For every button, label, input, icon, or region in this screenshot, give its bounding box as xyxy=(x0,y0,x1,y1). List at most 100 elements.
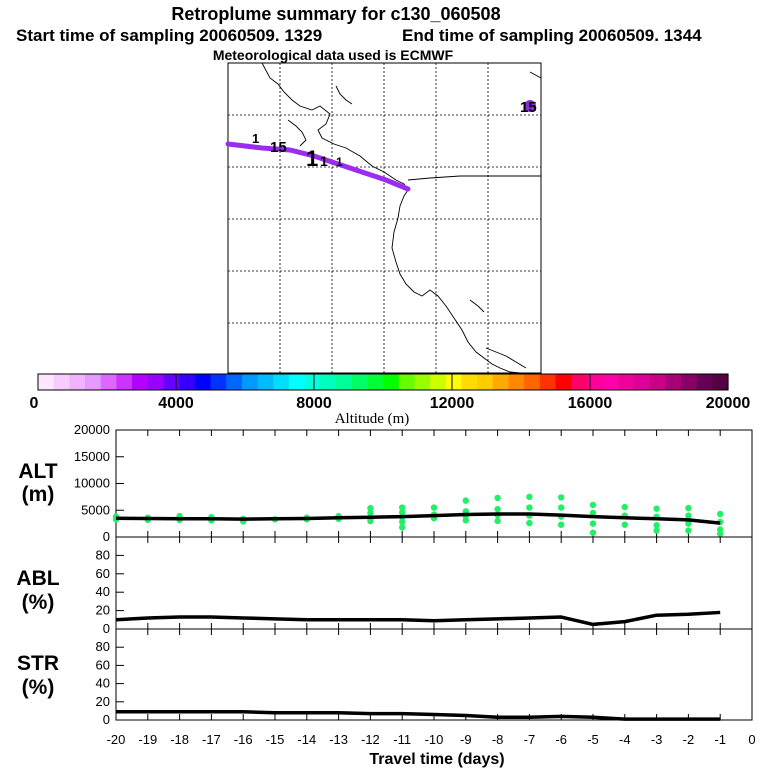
y-tick-label: 20 xyxy=(96,694,110,709)
alt-data-point xyxy=(367,517,374,525)
x-tick-label: -19 xyxy=(138,732,157,747)
alt-data-point xyxy=(621,503,628,511)
x-tick-label: -16 xyxy=(234,732,253,747)
colorbar-cell xyxy=(241,374,259,390)
colorbar-tick-label: 4000 xyxy=(158,395,194,412)
colorbar-cell xyxy=(586,374,604,390)
abl-ylabel: ABL xyxy=(16,567,59,590)
colorbar-cell xyxy=(226,374,243,390)
map-label: 15 xyxy=(270,139,287,156)
colorbar-cell xyxy=(571,374,588,390)
alt-median-line xyxy=(115,512,721,525)
colorbar-cell xyxy=(179,374,196,390)
x-tick-label: -6 xyxy=(555,732,567,747)
alt-data-point xyxy=(589,529,597,536)
colorbar-tick-label: 16000 xyxy=(568,395,613,412)
alt-data-point xyxy=(558,504,565,511)
colorbar-cell xyxy=(383,374,400,390)
colorbar-cell xyxy=(414,374,431,390)
alt-panel: 0 5000 10000 15000 20000 xyxy=(74,422,753,544)
colorbar-cell xyxy=(555,374,572,390)
map-coastlines xyxy=(261,62,542,374)
map-graticule xyxy=(228,63,541,373)
colorbar-cell xyxy=(398,374,415,390)
retroplume-map: 15 15 1 1 1 1 xyxy=(225,62,542,374)
str-series-line xyxy=(116,710,721,721)
colorbar-cell xyxy=(53,374,70,390)
map-point-labels: 15 15 1 1 1 1 xyxy=(252,99,537,171)
colorbar-frame xyxy=(37,373,729,391)
alt-data-point xyxy=(399,509,406,516)
map-label: 1 xyxy=(252,131,259,146)
colorbar-cell xyxy=(320,374,337,390)
y-tick-label: 80 xyxy=(96,547,110,562)
y-tick-label: 80 xyxy=(96,639,110,654)
colorbar-cell xyxy=(602,374,619,390)
colorbar-cell xyxy=(38,374,55,390)
x-tick-label: -13 xyxy=(329,732,348,747)
colorbar-tick-label: 20000 xyxy=(706,395,751,412)
map-label: 1 xyxy=(320,153,328,169)
x-tick-label: -7 xyxy=(524,732,536,747)
colorbar-cell xyxy=(367,374,384,390)
colorbar-cell xyxy=(430,374,447,390)
start-time-label: Start time of sampling 20060509. 1329 xyxy=(16,26,322,45)
colorbar-tick-label: 12000 xyxy=(430,395,475,412)
colorbar-cell xyxy=(194,374,212,390)
colorbar-tick-label: 0 xyxy=(30,395,39,412)
x-tick-label: -12 xyxy=(361,732,380,747)
colorbar-cell xyxy=(163,374,180,390)
alt-data-point xyxy=(558,521,565,528)
map-label: 1 xyxy=(336,155,343,169)
alt-data-point xyxy=(685,512,692,519)
y-tick-label: 60 xyxy=(96,657,110,672)
alt-data-point xyxy=(653,527,660,534)
alt-data-point xyxy=(399,524,406,531)
colorbar-cell xyxy=(618,374,635,390)
alt-data-point xyxy=(685,520,692,527)
colorbar-cell xyxy=(712,374,729,390)
alt-ylabel-unit: (m) xyxy=(22,483,55,506)
colorbar-cell xyxy=(508,374,525,390)
y-tick-label: 5000 xyxy=(81,502,110,517)
x-tick-label: -5 xyxy=(587,732,599,747)
alt-data-point xyxy=(717,530,724,537)
y-tick-label: 20000 xyxy=(74,422,110,437)
abl-series-line xyxy=(115,610,721,627)
plume-trajectory xyxy=(225,100,536,192)
y-tick-label: 40 xyxy=(96,676,110,691)
colorbar-cell xyxy=(477,374,494,390)
x-tick-label: -2 xyxy=(683,732,695,747)
colorbar-cell xyxy=(445,374,463,390)
x-axis-title: Travel time (days) xyxy=(369,751,504,768)
y-tick-label: 40 xyxy=(96,584,110,599)
colorbar-cell xyxy=(461,374,478,390)
alt-data-point xyxy=(430,504,438,511)
alt-data-point xyxy=(685,527,692,534)
abl-ylabel-unit: (%) xyxy=(22,591,55,614)
plume-track-line xyxy=(225,141,411,192)
colorbar-cell xyxy=(100,374,118,390)
x-tick-label: -1 xyxy=(714,732,726,747)
y-tick-label: 60 xyxy=(96,566,110,581)
x-tick-label: -18 xyxy=(170,732,189,747)
colorbar-cell xyxy=(633,374,651,390)
colorbar-cell xyxy=(288,374,306,390)
alt-data-point xyxy=(494,505,501,513)
alt-data-point xyxy=(653,522,660,529)
alt-data-point xyxy=(494,517,501,525)
colorbar-cell xyxy=(696,374,713,390)
colorbar-cell xyxy=(257,374,274,390)
x-tick-label: 0 xyxy=(748,732,755,747)
alt-data-point xyxy=(589,501,597,509)
colorbar-title: Altitude (m) xyxy=(335,411,410,427)
colorbar-cell xyxy=(273,374,290,390)
y-tick-label: 10000 xyxy=(74,476,110,491)
colorbar-cell xyxy=(539,374,557,390)
colorbar-cell xyxy=(524,374,541,390)
colorbar-tick-label: 8000 xyxy=(296,395,332,412)
x-tick-label: -15 xyxy=(266,732,285,747)
map-label: 1 xyxy=(306,146,318,171)
alt-data-point xyxy=(589,509,597,517)
